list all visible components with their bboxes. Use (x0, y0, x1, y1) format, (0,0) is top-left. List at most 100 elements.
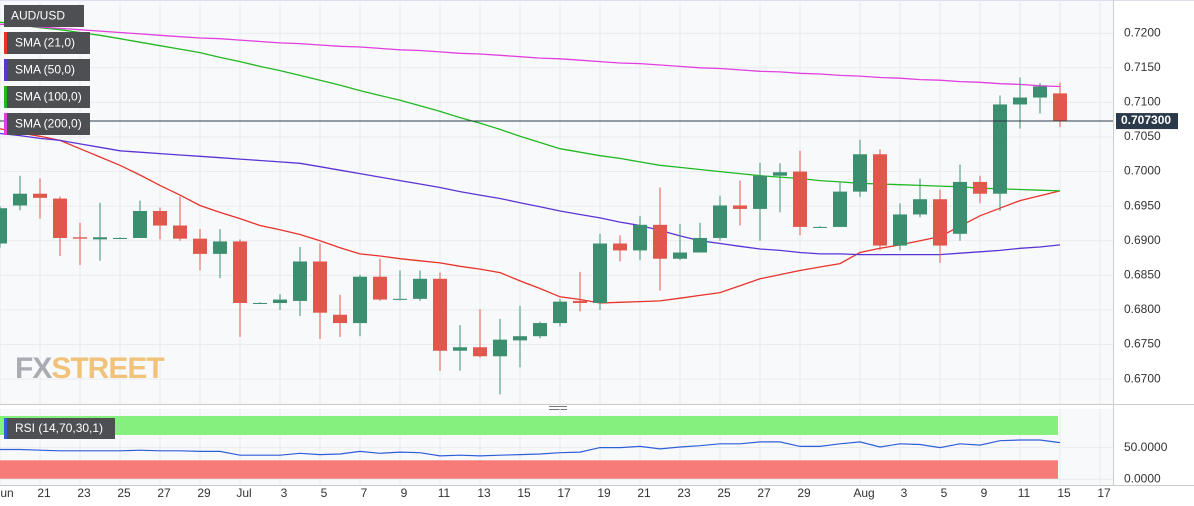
y-tick-label: 0.6950 (1124, 198, 1161, 212)
x-tick-label: Jun (0, 486, 14, 500)
rsi-label-box (4, 418, 115, 439)
candle-body (313, 261, 327, 313)
x-tick-label: 27 (157, 486, 171, 500)
candle-body (193, 238, 207, 254)
x-tick-label: 17 (557, 486, 571, 500)
y-tick-label: 0.6900 (1124, 233, 1161, 247)
candle-body (573, 300, 587, 303)
candle-body (0, 208, 7, 244)
candle-body (953, 181, 967, 234)
candle-body (693, 237, 707, 253)
candle-body (233, 241, 247, 303)
candle-body (173, 225, 187, 239)
legend-swatch (4, 32, 7, 54)
candle-body (133, 210, 147, 238)
x-tick-label: 27 (757, 486, 771, 500)
x-tick-label: 11 (438, 486, 451, 500)
x-tick-label: 29 (197, 486, 211, 500)
candle-body (733, 205, 747, 209)
candle-body (473, 347, 487, 357)
candle-body (353, 276, 367, 324)
legend-box (4, 59, 90, 81)
pane-grip[interactable] (549, 406, 567, 410)
x-tick-label: Aug (853, 486, 874, 500)
candle-body (813, 226, 827, 228)
candle-body (433, 278, 447, 351)
candle-body (793, 171, 807, 227)
x-tick-label: 21 (637, 486, 651, 500)
y-tick-label: 0.7000 (1124, 164, 1161, 178)
candle-body (833, 191, 847, 227)
candle-body (1053, 93, 1067, 122)
candle-body (413, 278, 427, 299)
candle-body (633, 224, 647, 251)
x-tick-label: 11 (1018, 486, 1031, 500)
candle-body (13, 193, 27, 206)
last-price-label: 0.707300 (1121, 113, 1171, 127)
y-tick-label: 0.6700 (1124, 371, 1161, 385)
candle-body (673, 252, 687, 259)
marks (0, 21, 1113, 457)
x-tick-label: 15 (1057, 486, 1071, 500)
x-tick-label: 21 (37, 486, 51, 500)
candle-body (1013, 97, 1027, 105)
chart-title: AUD/USD (11, 9, 65, 23)
x-tick-label: 29 (797, 486, 811, 500)
candle-body (253, 303, 267, 304)
y-tick-label: 0.6850 (1124, 268, 1161, 282)
watermark: FXSTREET (15, 352, 164, 385)
candle-body (753, 175, 767, 209)
legend-box (4, 86, 90, 108)
candle-body (593, 243, 607, 303)
candle-body (533, 323, 547, 337)
y-tick-label: 0.6800 (1124, 302, 1161, 316)
candle-body (393, 298, 407, 300)
x-tick-label: 15 (517, 486, 531, 500)
candle-body (273, 299, 287, 303)
symbol-box (4, 5, 84, 27)
x-tick-label: 13 (477, 486, 491, 500)
candle-body (53, 198, 67, 238)
candle-body (613, 243, 627, 251)
x-tick-label: 3 (901, 486, 908, 500)
candle-body (113, 237, 127, 239)
candle-body (33, 193, 47, 198)
y-tick-label: 0.0000 (1124, 471, 1161, 485)
candle-body (893, 214, 907, 246)
legend: AUD/USD SMA (21,0) SMA (50,0) SMA (100,0) S… (4, 5, 90, 135)
x-tick-label: 25 (117, 486, 131, 500)
sma-line (0, 128, 1061, 304)
oversold-band (0, 460, 1058, 480)
last-price-box (1116, 113, 1178, 130)
x-tick-label: Jul (236, 486, 251, 500)
y-tick-label: 0.7150 (1124, 60, 1161, 74)
x-tick-label: 25 (717, 486, 731, 500)
candle-body (933, 199, 947, 246)
x-tick-label: 9 (401, 486, 408, 500)
y-tick-label: 50.0000 (1124, 440, 1168, 454)
legend-label: SMA (50,0) (15, 63, 75, 77)
rsi-title: RSI (14,70,30,1) (15, 421, 103, 435)
candle-body (93, 237, 107, 240)
candle-body (913, 199, 927, 215)
candle-body (513, 336, 527, 341)
candle-body (873, 154, 887, 246)
sma-line (0, 132, 1061, 256)
rsi-label-strip (4, 418, 7, 439)
x-tick-label: 3 (281, 486, 288, 500)
legend-label: SMA (100,0) (15, 90, 82, 104)
rsi-line (0, 439, 1061, 457)
y-tick-label: 0.7050 (1124, 129, 1161, 143)
candle-body (153, 210, 167, 226)
candle-body (453, 347, 467, 351)
legend-swatch (4, 59, 7, 81)
x-tick-label: 5 (321, 486, 328, 500)
candle-body (73, 237, 87, 239)
sma-line (0, 23, 1061, 88)
legend-label: SMA (200,0) (15, 117, 82, 131)
x-tick-label: 7 (361, 486, 368, 500)
x-tick-label: 19 (597, 486, 611, 500)
x-tick-label: 23 (677, 486, 691, 500)
candle-body (213, 241, 227, 254)
